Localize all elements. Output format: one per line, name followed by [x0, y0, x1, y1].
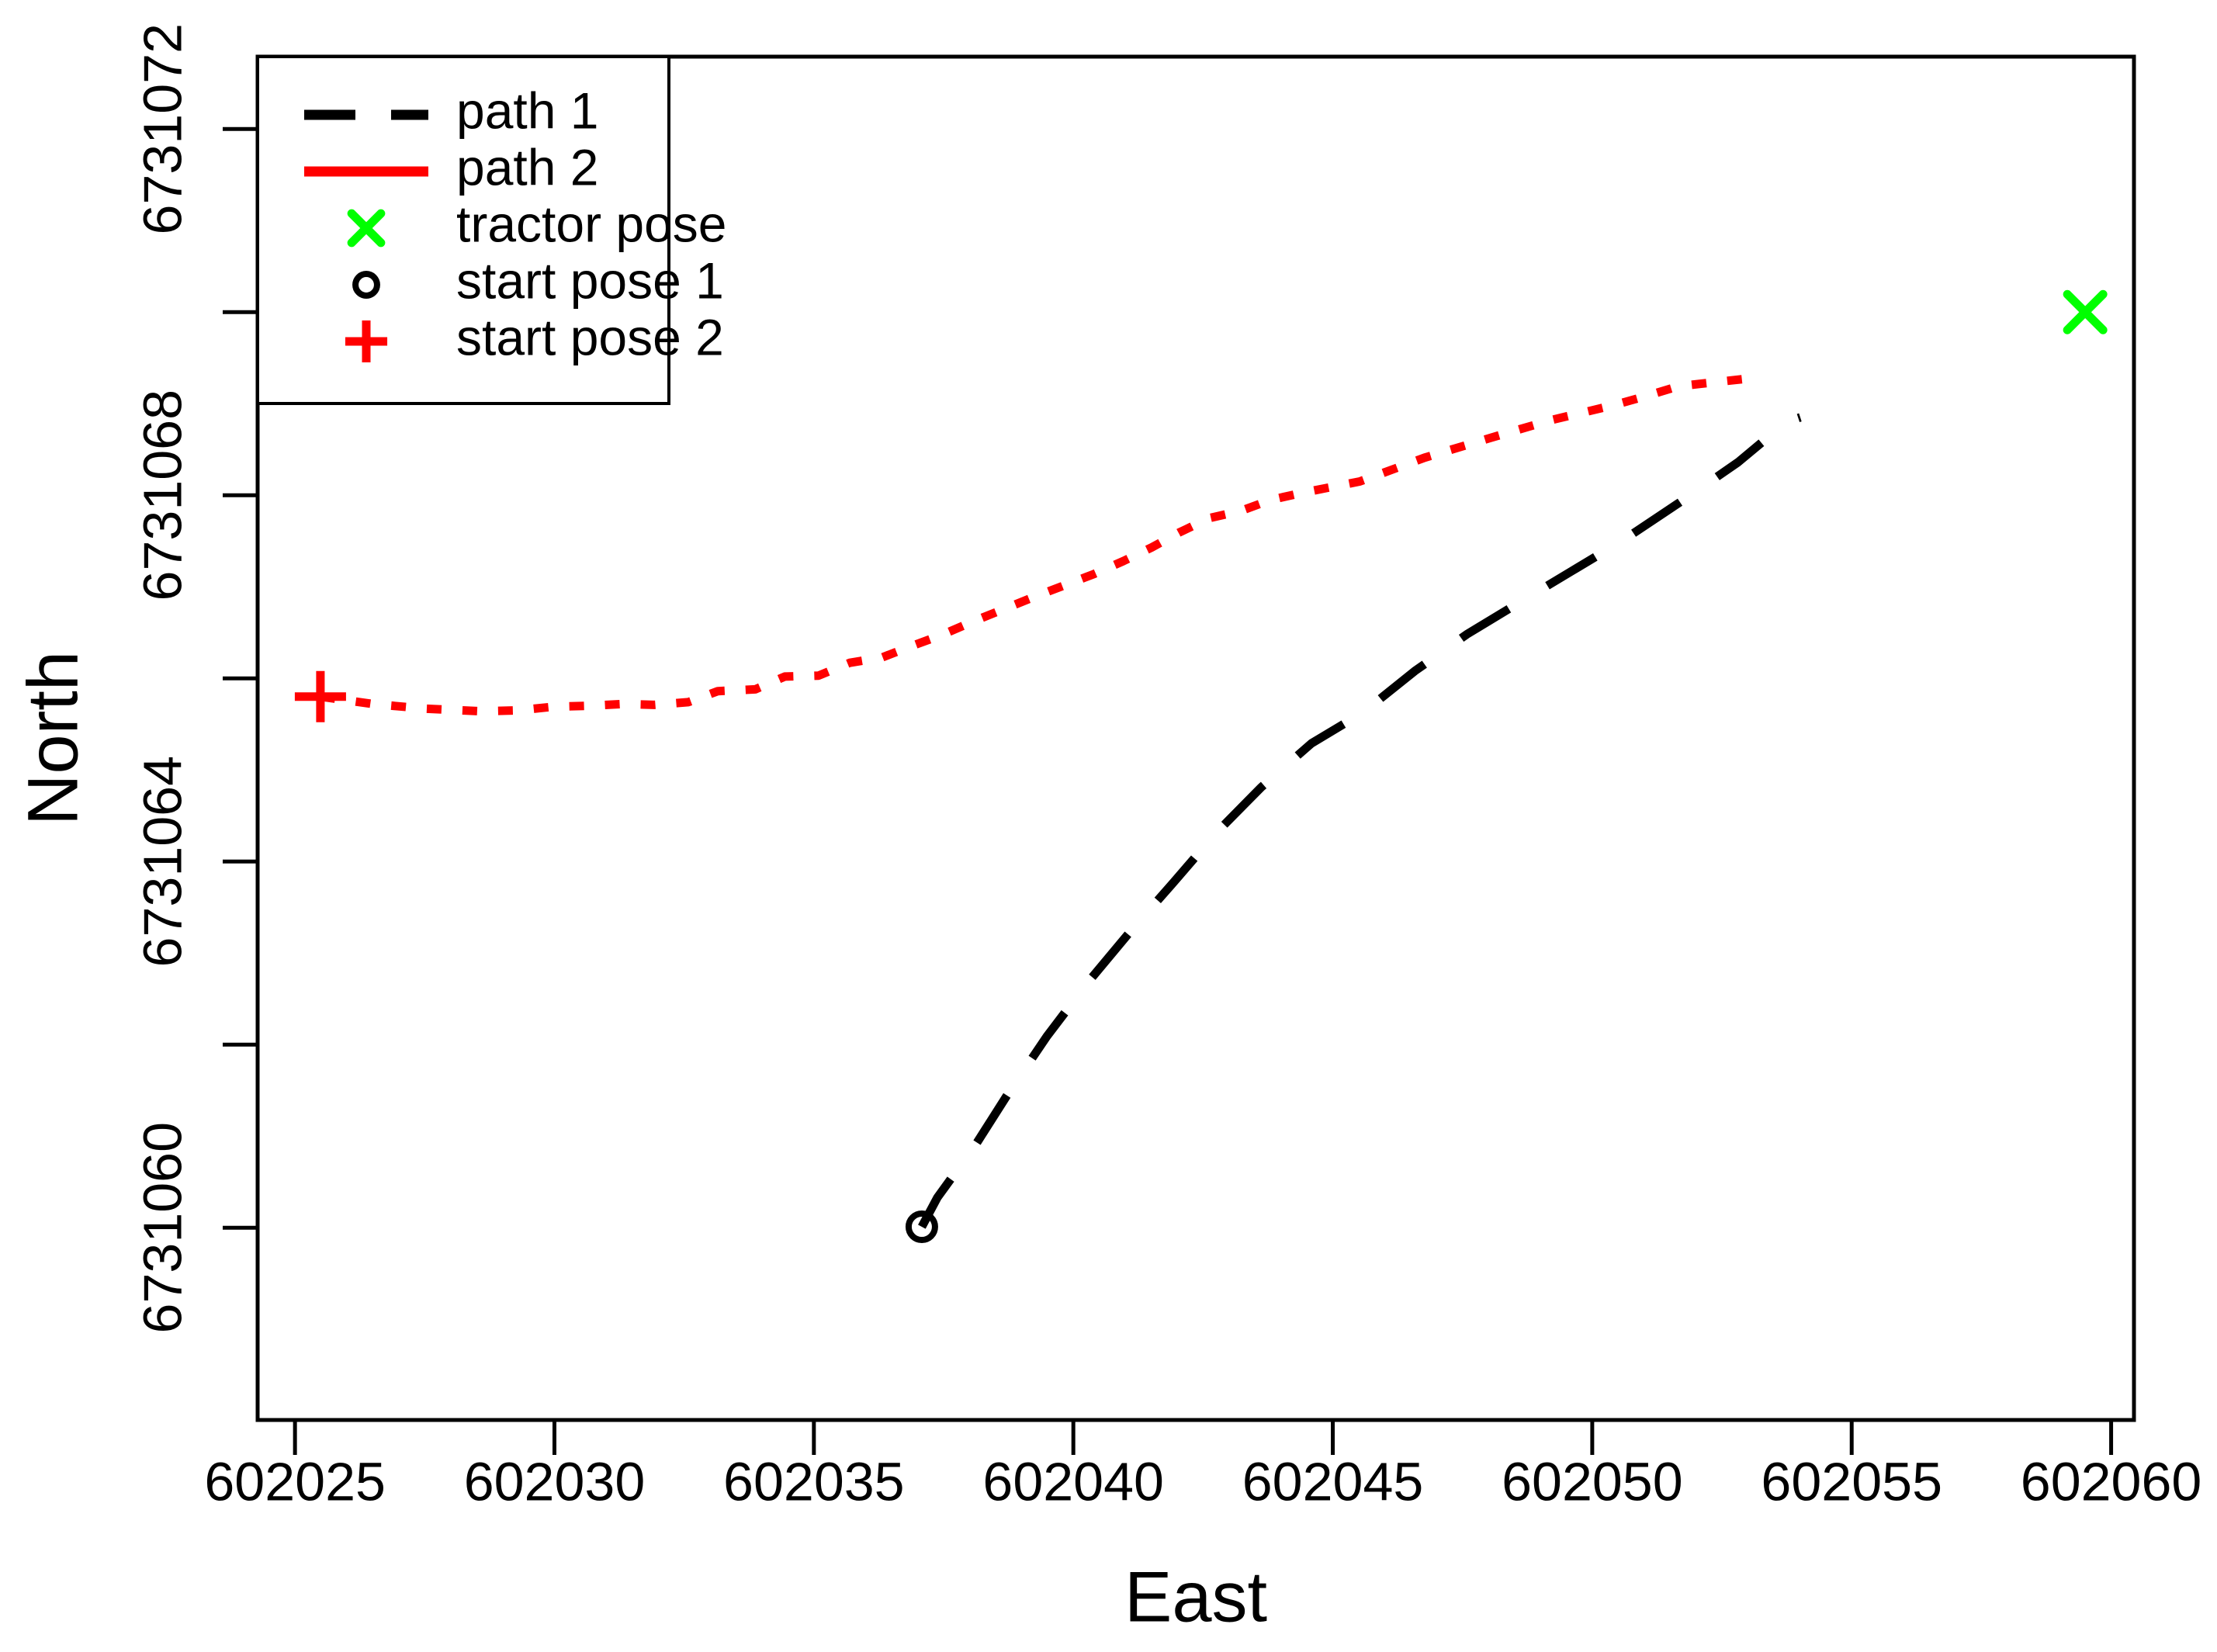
x-axis-tick-label: 602030: [464, 1451, 646, 1512]
legend-key-tractor-pose: [347, 209, 386, 248]
series-path-2: [320, 374, 1745, 716]
legend-label: start pose 1: [456, 251, 724, 309]
y-axis-title: North: [13, 651, 92, 826]
series-path-1: [918, 413, 1802, 1229]
legend-key-start-pose-1: [352, 271, 380, 299]
legend-key-start-pose-2: [345, 320, 388, 363]
plot-frame: [255, 54, 2136, 1422]
x-axis-tick-label: 602045: [1242, 1451, 1424, 1512]
legend-label: path 1: [456, 81, 599, 139]
x-axis-tick-label: 602055: [1761, 1451, 1942, 1512]
legend-label: start pose 2: [456, 308, 724, 365]
y-axis-tick-label: 6731064: [132, 756, 192, 968]
marker-tractor-pose: [2063, 289, 2108, 334]
y-axis-tick-label: 6731060: [132, 1122, 192, 1334]
marker-start-pose-1: [905, 1210, 938, 1244]
x-axis-title: East: [1124, 1557, 1267, 1636]
x-axis-tick-label: 602050: [1502, 1451, 1683, 1512]
legend-label: tractor pose: [456, 195, 727, 252]
x-axis-tick-label: 602025: [204, 1451, 386, 1512]
legend-label: path 2: [456, 138, 599, 196]
x-axis-tick-label: 602060: [2021, 1451, 2202, 1512]
y-axis-tick-label: 6731068: [132, 390, 192, 601]
y-axis-tick-label: 6731072: [132, 23, 192, 235]
x-axis-tick-label: 602035: [723, 1451, 905, 1512]
marker-start-pose-2: [294, 670, 346, 722]
x-axis-tick-label: 602040: [982, 1451, 1164, 1512]
